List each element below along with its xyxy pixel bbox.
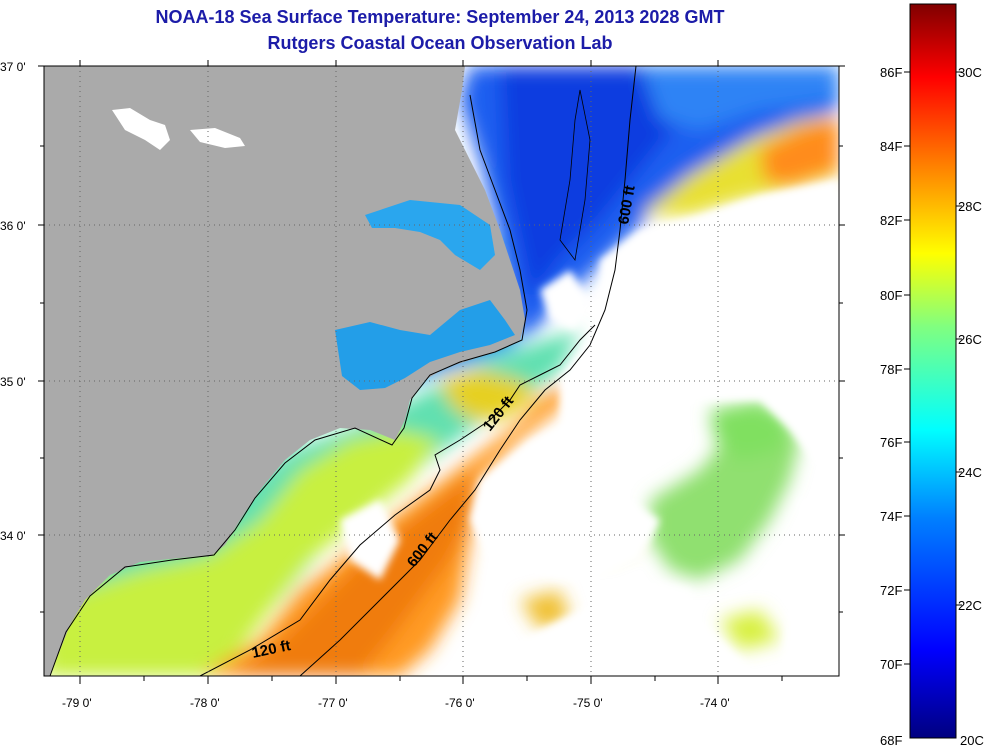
albemarle-sound (365, 200, 495, 270)
colorbar-f-label: 82F (880, 213, 902, 228)
lake (112, 108, 170, 150)
colorbar-f-label: 84F (880, 139, 902, 154)
contour-120ft (199, 324, 596, 676)
colorbar-c-label: 26C (958, 332, 982, 347)
colorbar-f-label: 86F (880, 65, 902, 80)
pamlico-sound (335, 300, 515, 390)
colorbar-c-label: 20C (960, 733, 984, 748)
colorbar-f-label: 80F (880, 288, 902, 303)
graticule (44, 66, 839, 676)
axis-ticks (38, 60, 845, 684)
colorbar-f-label: 78F (880, 362, 902, 377)
colorbar-f-label: 68F (880, 733, 902, 748)
lon-label: -77 0' (318, 696, 348, 710)
colorbar-f-label: 74F (880, 509, 902, 524)
colorbar-f-label: 70F (880, 657, 902, 672)
lon-label: -78 0' (190, 696, 220, 710)
lat-label: 36 0' (0, 219, 26, 233)
colorbar-c-label: 22C (958, 598, 982, 613)
map-title: NOAA-18 Sea Surface Temperature: Septemb… (155, 7, 725, 27)
lat-label: 37 0' (0, 60, 26, 74)
lon-label: -79 0' (62, 696, 92, 710)
colorbar-c-label: 28C (958, 199, 982, 214)
lon-label: -75 0' (573, 696, 603, 710)
map-subtitle: Rutgers Coastal Ocean Observation Lab (267, 33, 613, 53)
contour-canyons (559, 89, 591, 261)
lon-label: -74 0' (700, 696, 730, 710)
colorbar (909, 3, 957, 739)
colorbar-ticks (904, 71, 962, 665)
colorbar-c-label: 24C (958, 465, 982, 480)
coastline (49, 94, 528, 676)
lake (190, 128, 245, 148)
lat-label: 34 0' (0, 529, 26, 543)
lat-label: 35 0' (0, 375, 26, 389)
cloud-mask (340, 180, 839, 676)
map-border (43, 65, 840, 677)
contour-label: 600 ft (615, 184, 639, 226)
colorbar-f-label: 76F (880, 435, 902, 450)
colorbar-c-label: 30C (958, 65, 982, 80)
contour-600ft (299, 66, 637, 676)
lon-label: -76 0' (445, 696, 475, 710)
colorbar-f-label: 72F (880, 583, 902, 598)
